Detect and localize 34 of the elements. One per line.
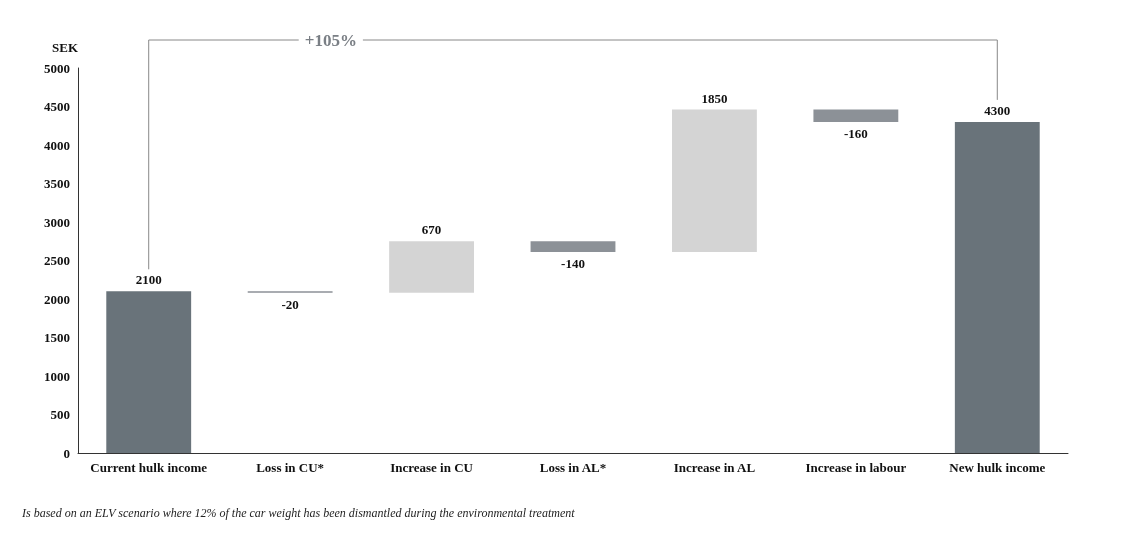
data-label: 4300 bbox=[984, 102, 1011, 118]
y-tick-label: 3500 bbox=[44, 176, 70, 191]
y-tick-label: 3000 bbox=[44, 214, 70, 230]
y-tick-label: 500 bbox=[50, 407, 70, 422]
x-tick-label: Increase in labour bbox=[805, 460, 907, 475]
bar bbox=[389, 241, 474, 293]
data-label: -140 bbox=[561, 256, 585, 272]
y-tick-label: 1000 bbox=[44, 368, 70, 384]
data-label: 670 bbox=[421, 222, 442, 238]
data-label: 2100 bbox=[135, 272, 162, 288]
data-label: 1850 bbox=[701, 90, 728, 106]
bar bbox=[672, 109, 757, 253]
bar bbox=[530, 241, 616, 253]
bar bbox=[106, 291, 192, 453]
y-tick-label: 4000 bbox=[44, 137, 70, 153]
text: Is based on an ELV scenario where 12% of the car weight has been dismantled during the environmental treatment bbox=[21, 506, 576, 520]
bar bbox=[813, 109, 899, 122]
x-tick-label: Current hulk income bbox=[90, 460, 208, 475]
y-tick-label: 4500 bbox=[44, 99, 70, 114]
y-tick-label: 2000 bbox=[44, 291, 70, 307]
bar bbox=[954, 121, 1040, 453]
x-tick-label: Increase in AL bbox=[673, 460, 756, 475]
x-tick-label: Loss in AL* bbox=[539, 460, 607, 475]
y-tick-label: 0 bbox=[63, 445, 70, 461]
y-tick-label: 1500 bbox=[44, 330, 70, 345]
text: +105% bbox=[304, 30, 357, 50]
x-tick-label: New hulk income bbox=[949, 460, 1046, 475]
data-label: -20 bbox=[281, 296, 299, 312]
y-tick-label: 2500 bbox=[44, 253, 70, 268]
x-tick-label: Loss in CU* bbox=[256, 460, 325, 475]
y-axis-title: SEK bbox=[51, 40, 79, 55]
x-tick-label: Increase in CU bbox=[390, 460, 474, 475]
y-tick-label: 5000 bbox=[44, 60, 70, 76]
data-label: -160 bbox=[843, 125, 868, 141]
